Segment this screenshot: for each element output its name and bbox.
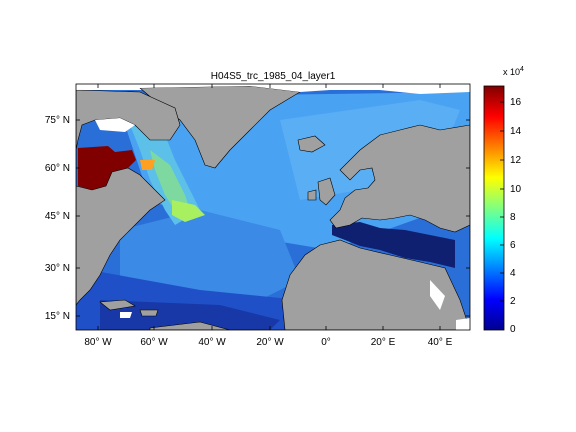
europe-land xyxy=(329,124,470,233)
ireland-land xyxy=(307,189,317,201)
colorbar-label-12: 12 xyxy=(510,155,522,166)
colorbar-label-14: 14 xyxy=(510,126,522,137)
colorbar-label-10: 10 xyxy=(510,184,522,195)
british-isles-land xyxy=(317,177,336,206)
south-america-land xyxy=(149,321,231,330)
lat-label-60n: 60° N xyxy=(44,163,70,174)
lon-label-20w: 20° W xyxy=(256,337,284,348)
lon-label-60w: 60° W xyxy=(140,337,168,348)
lon-label-20e: 20° E xyxy=(370,337,396,348)
colorbar-label-8: 8 xyxy=(510,212,516,223)
iceland-land xyxy=(297,135,326,153)
missing-data-patches xyxy=(76,84,470,330)
lon-label-40w: 40° W xyxy=(198,337,226,348)
axes-frame xyxy=(75,83,471,331)
colorbar-label-0: 0 xyxy=(510,324,516,335)
colorbar-ticks xyxy=(500,101,504,302)
colorbar-label-16: 16 xyxy=(510,97,522,108)
lat-label-30n: 30° N xyxy=(44,263,70,274)
lon-label-80w: 80° W xyxy=(84,337,112,348)
colorbar-label-6: 6 xyxy=(510,240,516,251)
colorbar-label-2: 2 xyxy=(510,296,516,307)
colorbar-label-4: 4 xyxy=(510,268,516,279)
x-ticks xyxy=(97,84,441,330)
africa-land xyxy=(281,239,470,330)
north-america-land xyxy=(76,89,181,306)
y-ticks xyxy=(76,119,470,317)
cuba-land xyxy=(99,299,136,311)
land-masses xyxy=(76,85,470,330)
lat-label-75n: 75° N xyxy=(44,115,70,126)
hispaniola-land xyxy=(139,309,159,317)
lon-label-40e: 40° E xyxy=(427,337,453,348)
colorbar xyxy=(483,85,505,331)
plot-title: H04S5_trc_1985_04_layer1 xyxy=(210,71,336,82)
lon-label-0: 0° xyxy=(321,337,331,348)
colorbar-exponent: x 104 xyxy=(503,66,524,77)
lat-label-45n: 45° N xyxy=(44,211,70,222)
lat-label-15n: 15° N xyxy=(44,311,70,322)
